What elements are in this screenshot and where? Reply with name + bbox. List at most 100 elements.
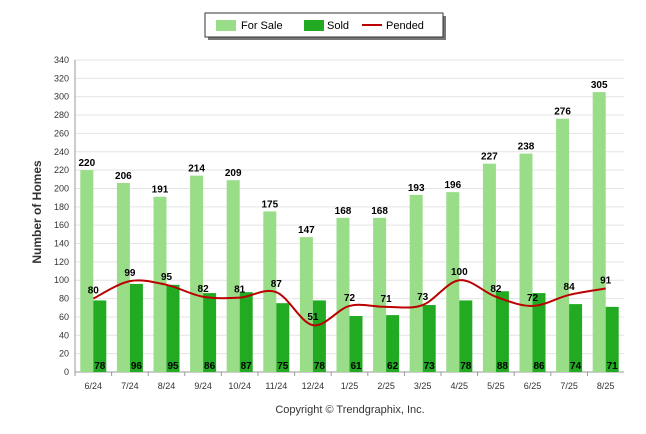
y-tick-label: 300: [54, 92, 69, 102]
data-label-for-sale: 196: [444, 180, 461, 191]
data-label-sold: 95: [167, 361, 179, 372]
data-label-for-sale: 147: [298, 225, 315, 236]
y-tick-label: 200: [54, 183, 69, 193]
bar-for-sale: [116, 182, 130, 372]
data-label-pended: 82: [198, 284, 210, 295]
data-label-for-sale: 238: [518, 142, 535, 153]
data-label-sold: 73: [424, 361, 436, 372]
y-tick-label: 180: [54, 202, 69, 212]
data-label-for-sale: 276: [554, 107, 571, 118]
pended-line: [92, 279, 606, 327]
data-label-sold: 71: [607, 361, 619, 372]
data-label-sold: 74: [570, 361, 582, 372]
data-label-for-sale: 305: [591, 80, 608, 91]
data-label-pended: 87: [271, 279, 283, 290]
bar-for-sale: [409, 194, 423, 372]
data-label-pended: 81: [234, 285, 246, 296]
legend-swatch-sold: [304, 20, 324, 31]
data-label-pended: 99: [124, 268, 136, 279]
bar-sold: [532, 293, 546, 372]
y-tick-label: 160: [54, 220, 69, 230]
y-tick-label: 120: [54, 257, 69, 267]
legend-label-sold: Sold: [327, 20, 349, 32]
data-label-pended: 95: [161, 272, 173, 283]
y-tick-label: 60: [59, 312, 69, 322]
data-label-pended: 72: [344, 293, 356, 304]
data-label-pended: 91: [600, 275, 612, 286]
data-label-sold: 87: [241, 361, 253, 372]
y-axis-title: Number of Homes: [30, 160, 44, 264]
data-label-sold: 61: [350, 361, 362, 372]
bar-sold: [569, 304, 583, 372]
data-label-pended: 51: [307, 312, 319, 323]
data-label-sold: 96: [131, 361, 143, 372]
data-label-sold: 78: [460, 361, 472, 372]
x-tick-label: 11/24: [265, 381, 287, 391]
data-label-for-sale: 214: [188, 164, 205, 175]
bar-sold: [312, 300, 326, 372]
y-tick-label: 20: [59, 349, 69, 359]
x-tick-label: 2/25: [377, 381, 395, 391]
bar-sold: [349, 316, 363, 372]
bar-for-sale: [190, 175, 204, 372]
data-label-for-sale: 220: [78, 158, 95, 169]
data-label-sold: 86: [204, 361, 216, 372]
legend-swatch-for-sale: [216, 20, 236, 31]
data-label-sold: 78: [314, 361, 326, 372]
data-label-pended: 71: [381, 294, 393, 305]
bar-sold: [129, 283, 143, 372]
y-tick-label: 80: [59, 294, 69, 304]
y-tick-label: 260: [54, 128, 69, 138]
data-label-for-sale: 191: [152, 185, 169, 196]
bar-for-sale: [592, 92, 606, 372]
data-label-sold: 88: [497, 361, 509, 372]
x-tick-label: 7/25: [560, 381, 578, 391]
legend-label-pended: Pended: [386, 20, 424, 32]
y-tick-label: 140: [54, 239, 69, 249]
y-tick-label: 0: [64, 367, 69, 377]
bar-for-sale: [226, 180, 240, 372]
data-label-sold: 86: [533, 361, 545, 372]
y-tick-label: 280: [54, 110, 69, 120]
y-tick-label: 240: [54, 147, 69, 157]
y-tick-label: 40: [59, 330, 69, 340]
x-tick-label: 3/25: [414, 381, 432, 391]
legend: For Sale Sold Pended: [204, 12, 446, 40]
bar-for-sale: [519, 153, 533, 372]
data-label-pended: 84: [564, 282, 576, 293]
x-tick-label: 5/25: [487, 381, 505, 391]
bar-sold: [495, 291, 509, 372]
bar-sold: [203, 293, 217, 372]
bar-sold: [459, 300, 473, 372]
x-tick-label: 12/24: [302, 381, 325, 391]
x-tick-label: 6/25: [524, 381, 542, 391]
bar-for-sale: [299, 237, 313, 372]
bar-sold: [166, 284, 180, 372]
x-tick-label: 7/24: [121, 381, 139, 391]
bar-for-sale: [373, 217, 387, 372]
bar-sold: [276, 303, 290, 372]
data-label-pended: 72: [527, 293, 539, 304]
x-tick-label: 1/25: [341, 381, 359, 391]
bar-sold: [422, 305, 436, 372]
copyright-footer: Copyright © Trendgraphix, Inc.: [275, 404, 424, 416]
bar-sold: [386, 315, 400, 372]
bar-sold: [605, 306, 619, 372]
bar-for-sale: [482, 163, 496, 372]
data-label-sold: 62: [387, 361, 399, 372]
y-tick-label: 100: [54, 275, 69, 285]
data-label-for-sale: 175: [261, 199, 278, 210]
x-tick-label: 10/24: [228, 381, 251, 391]
data-label-for-sale: 168: [371, 206, 388, 217]
bar-sold: [239, 292, 253, 372]
data-label-pended: 100: [451, 267, 468, 278]
x-tick-label: 4/25: [451, 381, 469, 391]
x-tick-label: 8/25: [597, 381, 615, 391]
data-label-for-sale: 206: [115, 171, 132, 182]
bar-for-sale: [556, 118, 570, 373]
y-tick-label: 340: [54, 55, 69, 65]
y-tick-label: 220: [54, 165, 69, 175]
data-label-sold: 78: [94, 361, 106, 372]
data-label-pended: 73: [417, 292, 429, 303]
data-label-for-sale: 227: [481, 152, 498, 163]
